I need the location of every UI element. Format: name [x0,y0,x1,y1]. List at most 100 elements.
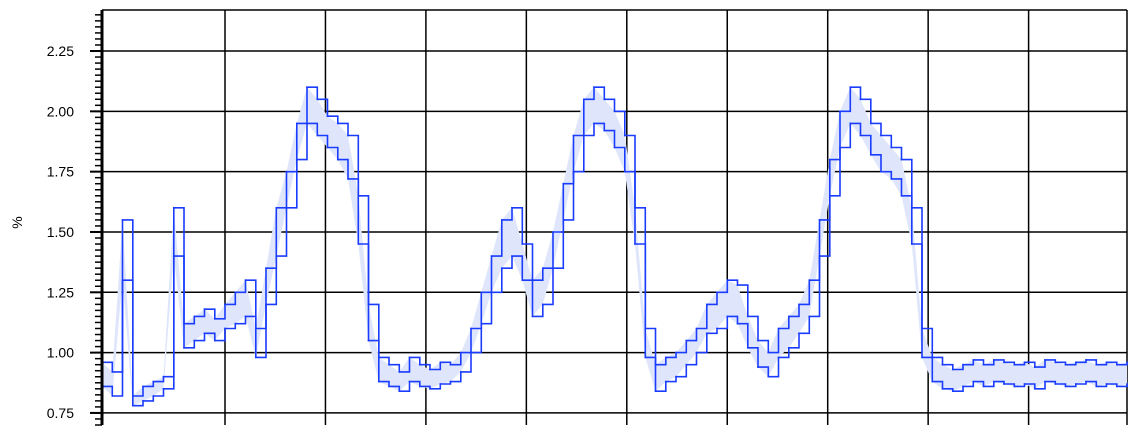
series-1-point [777,327,780,330]
series-2-point [511,255,513,257]
series-1-point [1064,363,1067,366]
series-1-point [234,291,237,294]
series-1-point [459,351,462,354]
y-tick-label: 1.25 [47,284,74,300]
series-1-point [839,110,841,113]
series-1-point [675,351,677,354]
series-1-point [326,115,329,118]
series-1-point [972,359,975,361]
y-tick-label: 1.50 [47,224,74,240]
series-2-point [552,267,554,270]
series-2-point [244,315,247,318]
series-1-point [623,134,626,137]
series-1-point [347,134,349,137]
series-2-point [685,363,688,366]
series-2-point [869,153,872,156]
series-1-point [500,219,503,221]
y-tick-label: 2.25 [47,43,74,59]
series-1-point [306,86,308,89]
series-2-point [1105,383,1108,385]
series-1-point [808,279,811,282]
series-1-point [336,122,339,125]
series-1-point [203,308,206,311]
series-2-point [572,170,575,173]
y-tick-label: 1.00 [47,345,74,361]
series-1-point [449,363,452,366]
series-2-point [818,255,821,257]
series-1-point [470,327,472,330]
y-tick-label: 2.00 [47,103,74,119]
series-1-point [787,315,790,318]
series-2-point [767,375,770,378]
series-2-point [183,346,185,349]
series-2-point [152,395,155,397]
series-1-point [951,368,954,371]
series-1-point [664,356,667,359]
series-2-point [541,303,544,306]
series-1-point [172,206,175,209]
series-2-point [500,267,503,270]
series-1-point [1085,359,1087,361]
series-2-point [603,129,606,132]
series-1-point [572,134,575,137]
series-2-point [131,404,134,407]
series-2-point [1085,380,1087,383]
series-2-point [162,387,165,390]
series-1-point [685,339,688,342]
series-2-point [285,206,288,209]
series-2-point [1044,380,1046,383]
series-2-point [1013,385,1016,388]
series-2-point [910,243,913,245]
series-2-point [142,400,144,402]
series-2-point [172,255,175,257]
series-2-point [644,356,647,359]
series-2-point [931,380,934,383]
series-1-point [429,368,431,371]
series-1-point [552,231,554,233]
series-2-point [941,387,944,390]
series-2-point [777,356,780,359]
series-2-point [459,371,462,373]
series-2-point [593,122,595,125]
series-2-point [347,178,349,180]
series-1-point [1054,361,1057,364]
series-1-point [111,371,114,373]
series-1-point [962,363,964,366]
series-2-point [429,387,431,390]
series-1-point [541,267,544,270]
series-1-point [193,315,196,318]
series-1-point [1105,361,1108,364]
series-1-point [398,371,401,373]
series-1-point [1126,361,1128,364]
series-2-point [757,366,759,368]
series-1-point [869,122,872,125]
series-2-point [951,390,954,393]
series-2-point [839,146,841,149]
series-2-point [367,339,370,342]
series-2-point [316,134,319,137]
series-2-point [675,375,677,378]
series-2-point [859,134,862,137]
series-1-point [224,303,226,306]
series-2-point [377,380,380,383]
series-2-point [111,395,114,397]
series-2-point [490,291,493,294]
series-2-point [798,332,800,335]
series-1-point [244,279,247,282]
series-2-point [439,383,442,385]
series-2-point [203,332,206,335]
series-1-point [941,363,944,366]
series-1-point [121,219,124,221]
series-2-point [972,380,975,383]
series-2-point [295,158,298,161]
series-1-point [726,279,729,282]
series-2-point [1074,383,1077,385]
series-2-point [736,322,739,325]
series-1-point [705,303,708,306]
series-layer [101,86,1128,407]
series-1-point [490,255,493,257]
series-2-point [408,380,411,383]
series-2-point [388,385,390,388]
series-1-point [480,291,483,294]
